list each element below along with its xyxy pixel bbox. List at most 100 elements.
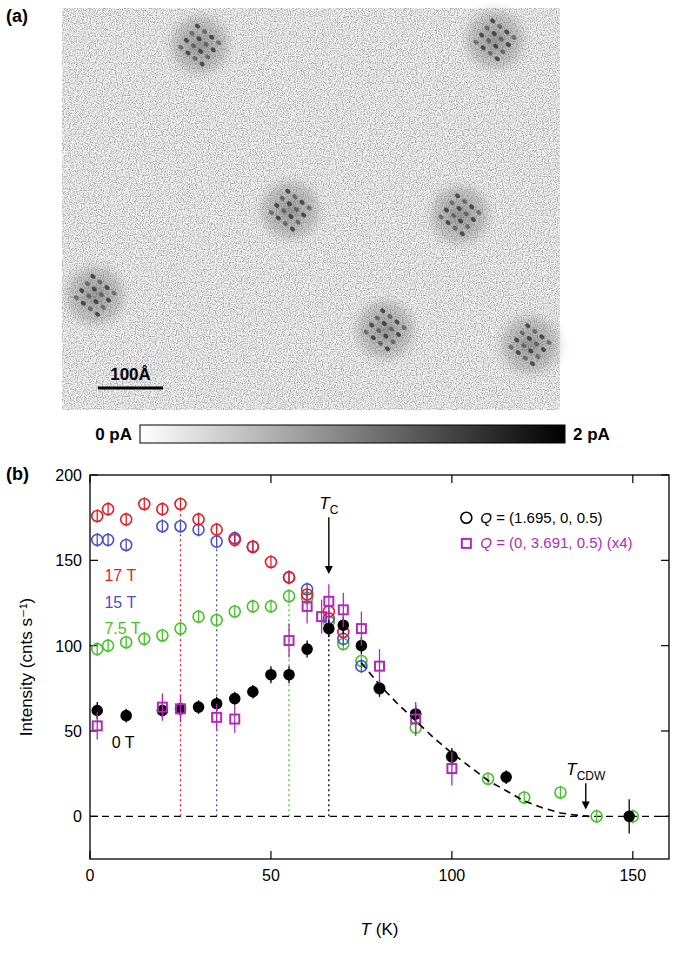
data-point	[193, 514, 204, 525]
colorbar	[140, 425, 565, 443]
italic-symbol: Q	[480, 509, 492, 526]
vortex-dot	[275, 215, 282, 222]
vortex	[418, 173, 502, 257]
data-point	[247, 541, 258, 552]
vortex-dot	[470, 216, 477, 223]
tc-line	[216, 548, 217, 817]
vortex-dot	[282, 220, 289, 227]
vortex	[53, 253, 137, 337]
legend-marker	[461, 512, 472, 523]
data-point	[157, 504, 168, 515]
x-tick	[270, 851, 271, 859]
error-bar	[451, 751, 452, 785]
y-tick	[661, 730, 669, 731]
vortex-dot	[503, 29, 510, 36]
data-point	[93, 721, 102, 730]
vortex-dot	[519, 330, 526, 337]
vortex-dot	[80, 300, 87, 307]
vortex-dot	[498, 36, 505, 43]
data-point	[229, 606, 240, 617]
x-tick	[270, 475, 271, 483]
vortex-dot	[499, 48, 506, 55]
vortex-dot	[457, 218, 464, 225]
y-tick-label: 0	[73, 808, 82, 825]
error-bar	[216, 704, 217, 731]
x-tick	[89, 851, 90, 859]
series-label: 17 T	[104, 567, 136, 584]
x-tick	[632, 851, 633, 859]
error-bar	[162, 693, 163, 720]
vortex-dot	[461, 198, 468, 205]
scale-bar-label: 100Å	[110, 365, 151, 384]
data-point	[284, 572, 295, 583]
vortex-halo	[53, 253, 137, 337]
vortex-dot	[538, 334, 545, 341]
vortex-checkerboard	[73, 273, 118, 318]
vortex-dot	[78, 287, 85, 294]
vortex-dot	[89, 273, 96, 280]
vortex-dot	[531, 328, 538, 335]
vortex-dot	[533, 341, 540, 348]
series	[92, 589, 639, 823]
data-point	[211, 524, 222, 535]
vortex-halo	[453, 0, 537, 82]
data-point	[158, 703, 167, 712]
vortex-dot	[279, 195, 286, 202]
vortex-dot	[524, 322, 531, 329]
series	[92, 617, 634, 834]
vortex-dot	[94, 311, 101, 318]
vortex-dot	[515, 349, 522, 356]
data-point	[501, 772, 511, 782]
vortex-dot	[527, 348, 534, 355]
annotation-subscript: C	[330, 503, 339, 517]
vortex-dot	[450, 212, 457, 219]
vortex-dot	[204, 54, 211, 61]
y-tick	[661, 474, 669, 475]
data-point	[375, 662, 384, 671]
vortex-dot	[273, 202, 280, 209]
vortex-dot	[370, 334, 377, 341]
y-tick-label: 100	[55, 638, 82, 655]
vortex-dot	[98, 291, 105, 298]
data-point	[324, 597, 333, 606]
vortex-dot	[84, 280, 91, 287]
vortex-dot	[210, 46, 217, 53]
data-point	[92, 534, 103, 545]
vortex-dot	[85, 293, 92, 300]
vortex-dot	[286, 200, 293, 207]
data-point	[247, 601, 258, 612]
vortex	[158, 3, 242, 87]
data-point	[92, 510, 103, 521]
vortex-dot	[268, 209, 275, 216]
vortex-halo	[248, 168, 332, 252]
data-point	[103, 534, 114, 545]
vortex-dot	[449, 200, 456, 207]
vortex-dot	[96, 279, 103, 286]
vortex-dot	[379, 307, 386, 314]
figure: (a)100Å0 pA2 pA(b)050100150050100150200I…	[0, 0, 682, 954]
x-tick-label: 100	[439, 867, 466, 884]
vortex-dot	[377, 340, 384, 347]
zero-line	[90, 816, 669, 817]
error-bar	[97, 712, 98, 739]
vortex-checkerboard	[363, 307, 408, 352]
vortex-dot	[105, 297, 112, 304]
data-point	[103, 640, 114, 651]
panel-label: (b)	[6, 464, 29, 484]
vortex-dot	[485, 37, 492, 44]
x-tick	[632, 475, 633, 483]
data-point	[139, 499, 150, 510]
vortex-dot	[201, 28, 208, 35]
vortex-dot	[299, 199, 306, 206]
vortex-dot	[104, 284, 111, 291]
vortex-dot	[540, 346, 547, 353]
vortex-dot	[208, 34, 215, 41]
fit-line	[361, 663, 589, 817]
vortex-dot	[284, 188, 291, 195]
vortex-dot	[452, 225, 459, 232]
vortex-dot	[194, 23, 201, 30]
tc-line	[328, 635, 329, 817]
vortex-dot	[456, 205, 463, 212]
vortex-dot	[454, 192, 461, 199]
data-point	[339, 605, 348, 614]
